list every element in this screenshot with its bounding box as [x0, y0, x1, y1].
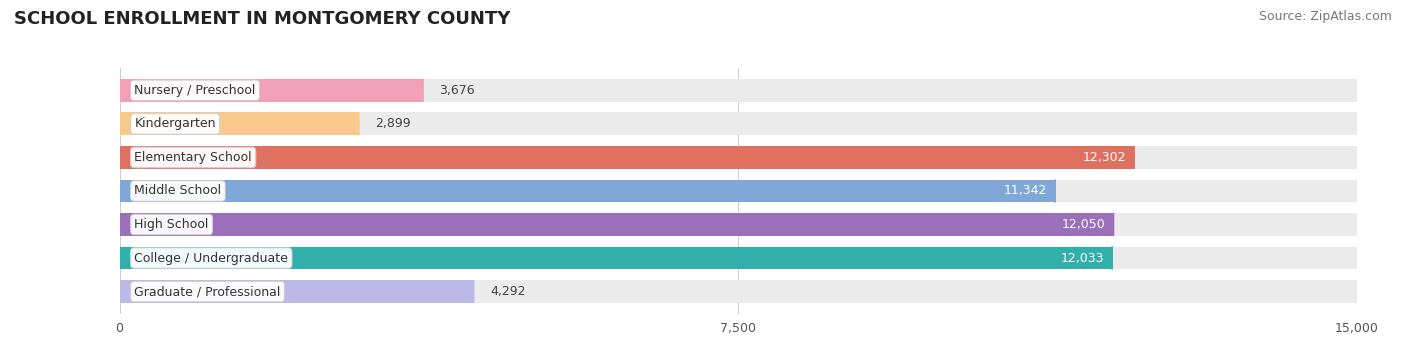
Bar: [120, 113, 359, 135]
Bar: [120, 213, 1357, 236]
Bar: [120, 113, 1357, 135]
Text: Middle School: Middle School: [135, 184, 222, 197]
Bar: [120, 280, 474, 303]
Bar: [120, 180, 1357, 202]
Bar: [120, 247, 1112, 269]
Text: College / Undergraduate: College / Undergraduate: [135, 252, 288, 265]
Text: 3,676: 3,676: [439, 84, 475, 97]
Bar: [120, 247, 1357, 269]
Text: Nursery / Preschool: Nursery / Preschool: [135, 84, 256, 97]
Bar: [120, 280, 1357, 303]
Text: Graduate / Professional: Graduate / Professional: [135, 285, 281, 298]
Bar: [120, 146, 1135, 169]
Text: 12,033: 12,033: [1060, 252, 1104, 265]
Text: High School: High School: [135, 218, 208, 231]
Text: 4,292: 4,292: [491, 285, 526, 298]
Text: Kindergarten: Kindergarten: [135, 117, 217, 130]
Bar: [120, 79, 423, 102]
Text: Source: ZipAtlas.com: Source: ZipAtlas.com: [1258, 10, 1392, 23]
Text: SCHOOL ENROLLMENT IN MONTGOMERY COUNTY: SCHOOL ENROLLMENT IN MONTGOMERY COUNTY: [14, 10, 510, 28]
Text: 12,302: 12,302: [1083, 151, 1126, 164]
Text: 12,050: 12,050: [1062, 218, 1105, 231]
Bar: [120, 146, 1357, 169]
Bar: [120, 180, 1054, 202]
Text: 11,342: 11,342: [1004, 184, 1047, 197]
Bar: [120, 213, 1114, 236]
Text: Elementary School: Elementary School: [135, 151, 252, 164]
Bar: [120, 79, 1357, 102]
Text: 2,899: 2,899: [375, 117, 411, 130]
